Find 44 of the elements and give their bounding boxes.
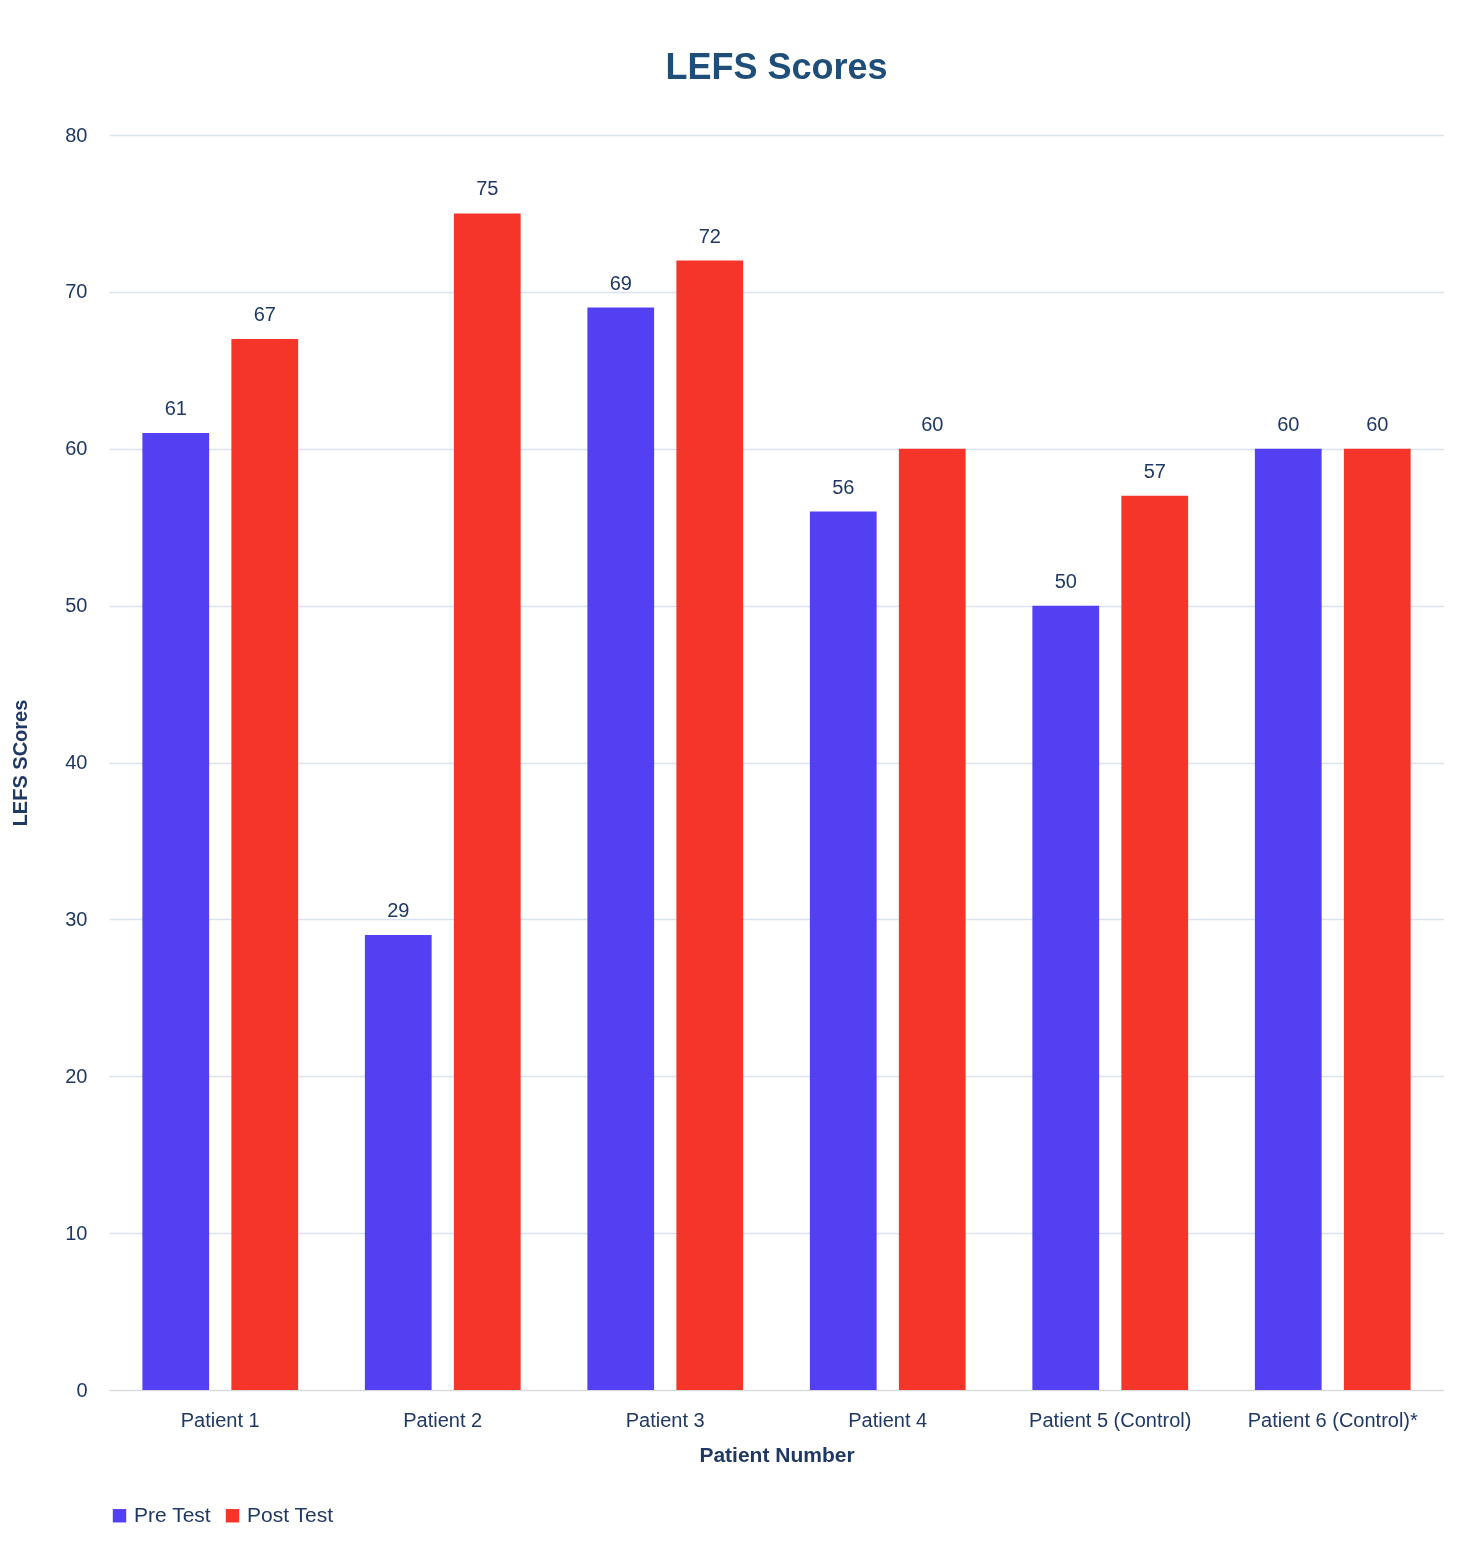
y-tick-label: 0 — [76, 1378, 88, 1401]
legend-label: Pre Test — [134, 1502, 211, 1526]
y-tick-label: 40 — [65, 751, 88, 773]
data-label: 69 — [609, 271, 632, 294]
x-axis-title: Patient Number — [699, 1442, 855, 1466]
data-label: 60 — [1366, 412, 1389, 435]
y-tick-label: 30 — [65, 907, 88, 930]
data-label: 67 — [253, 302, 276, 325]
y-tick-label: 60 — [65, 437, 88, 460]
x-tick-label: Patient 4 — [848, 1408, 928, 1431]
bar — [453, 213, 521, 1390]
x-tick-label: Patient 1 — [180, 1408, 260, 1431]
bar — [142, 433, 210, 1390]
bar — [1343, 448, 1411, 1390]
bar — [364, 935, 432, 1390]
y-axis-title: LEFS SCores — [9, 699, 32, 827]
y-tick-label: 70 — [65, 280, 88, 303]
data-label: 57 — [1143, 459, 1166, 482]
x-tick-label: Patient 5 (Control) — [1029, 1408, 1192, 1431]
data-label: 72 — [698, 224, 721, 247]
bar — [1121, 495, 1189, 1390]
data-label: 60 — [921, 412, 944, 435]
bar — [809, 511, 877, 1390]
data-label: 50 — [1054, 569, 1077, 592]
bar — [676, 260, 744, 1390]
data-label: 56 — [832, 475, 855, 498]
x-tick-label: Patient 6 (Control)* — [1247, 1408, 1419, 1431]
chart-title: LEFS Scores — [665, 46, 888, 87]
x-tick-label: Patient 3 — [625, 1408, 705, 1431]
bar — [898, 448, 966, 1390]
data-label: 61 — [164, 397, 187, 420]
y-tick-label: 20 — [65, 1064, 88, 1087]
bar — [1254, 448, 1322, 1390]
y-tick-label: 50 — [65, 594, 88, 617]
bar — [231, 338, 299, 1390]
y-tick-label: 10 — [65, 1221, 88, 1244]
data-label: 29 — [387, 899, 410, 922]
bar — [587, 307, 655, 1390]
data-label: 75 — [476, 177, 499, 200]
x-tick-label: Patient 2 — [403, 1408, 483, 1431]
data-label: 60 — [1277, 412, 1300, 435]
bar — [1032, 605, 1100, 1390]
legend-label: Post Test — [247, 1502, 334, 1526]
y-tick-label: 80 — [65, 123, 88, 146]
